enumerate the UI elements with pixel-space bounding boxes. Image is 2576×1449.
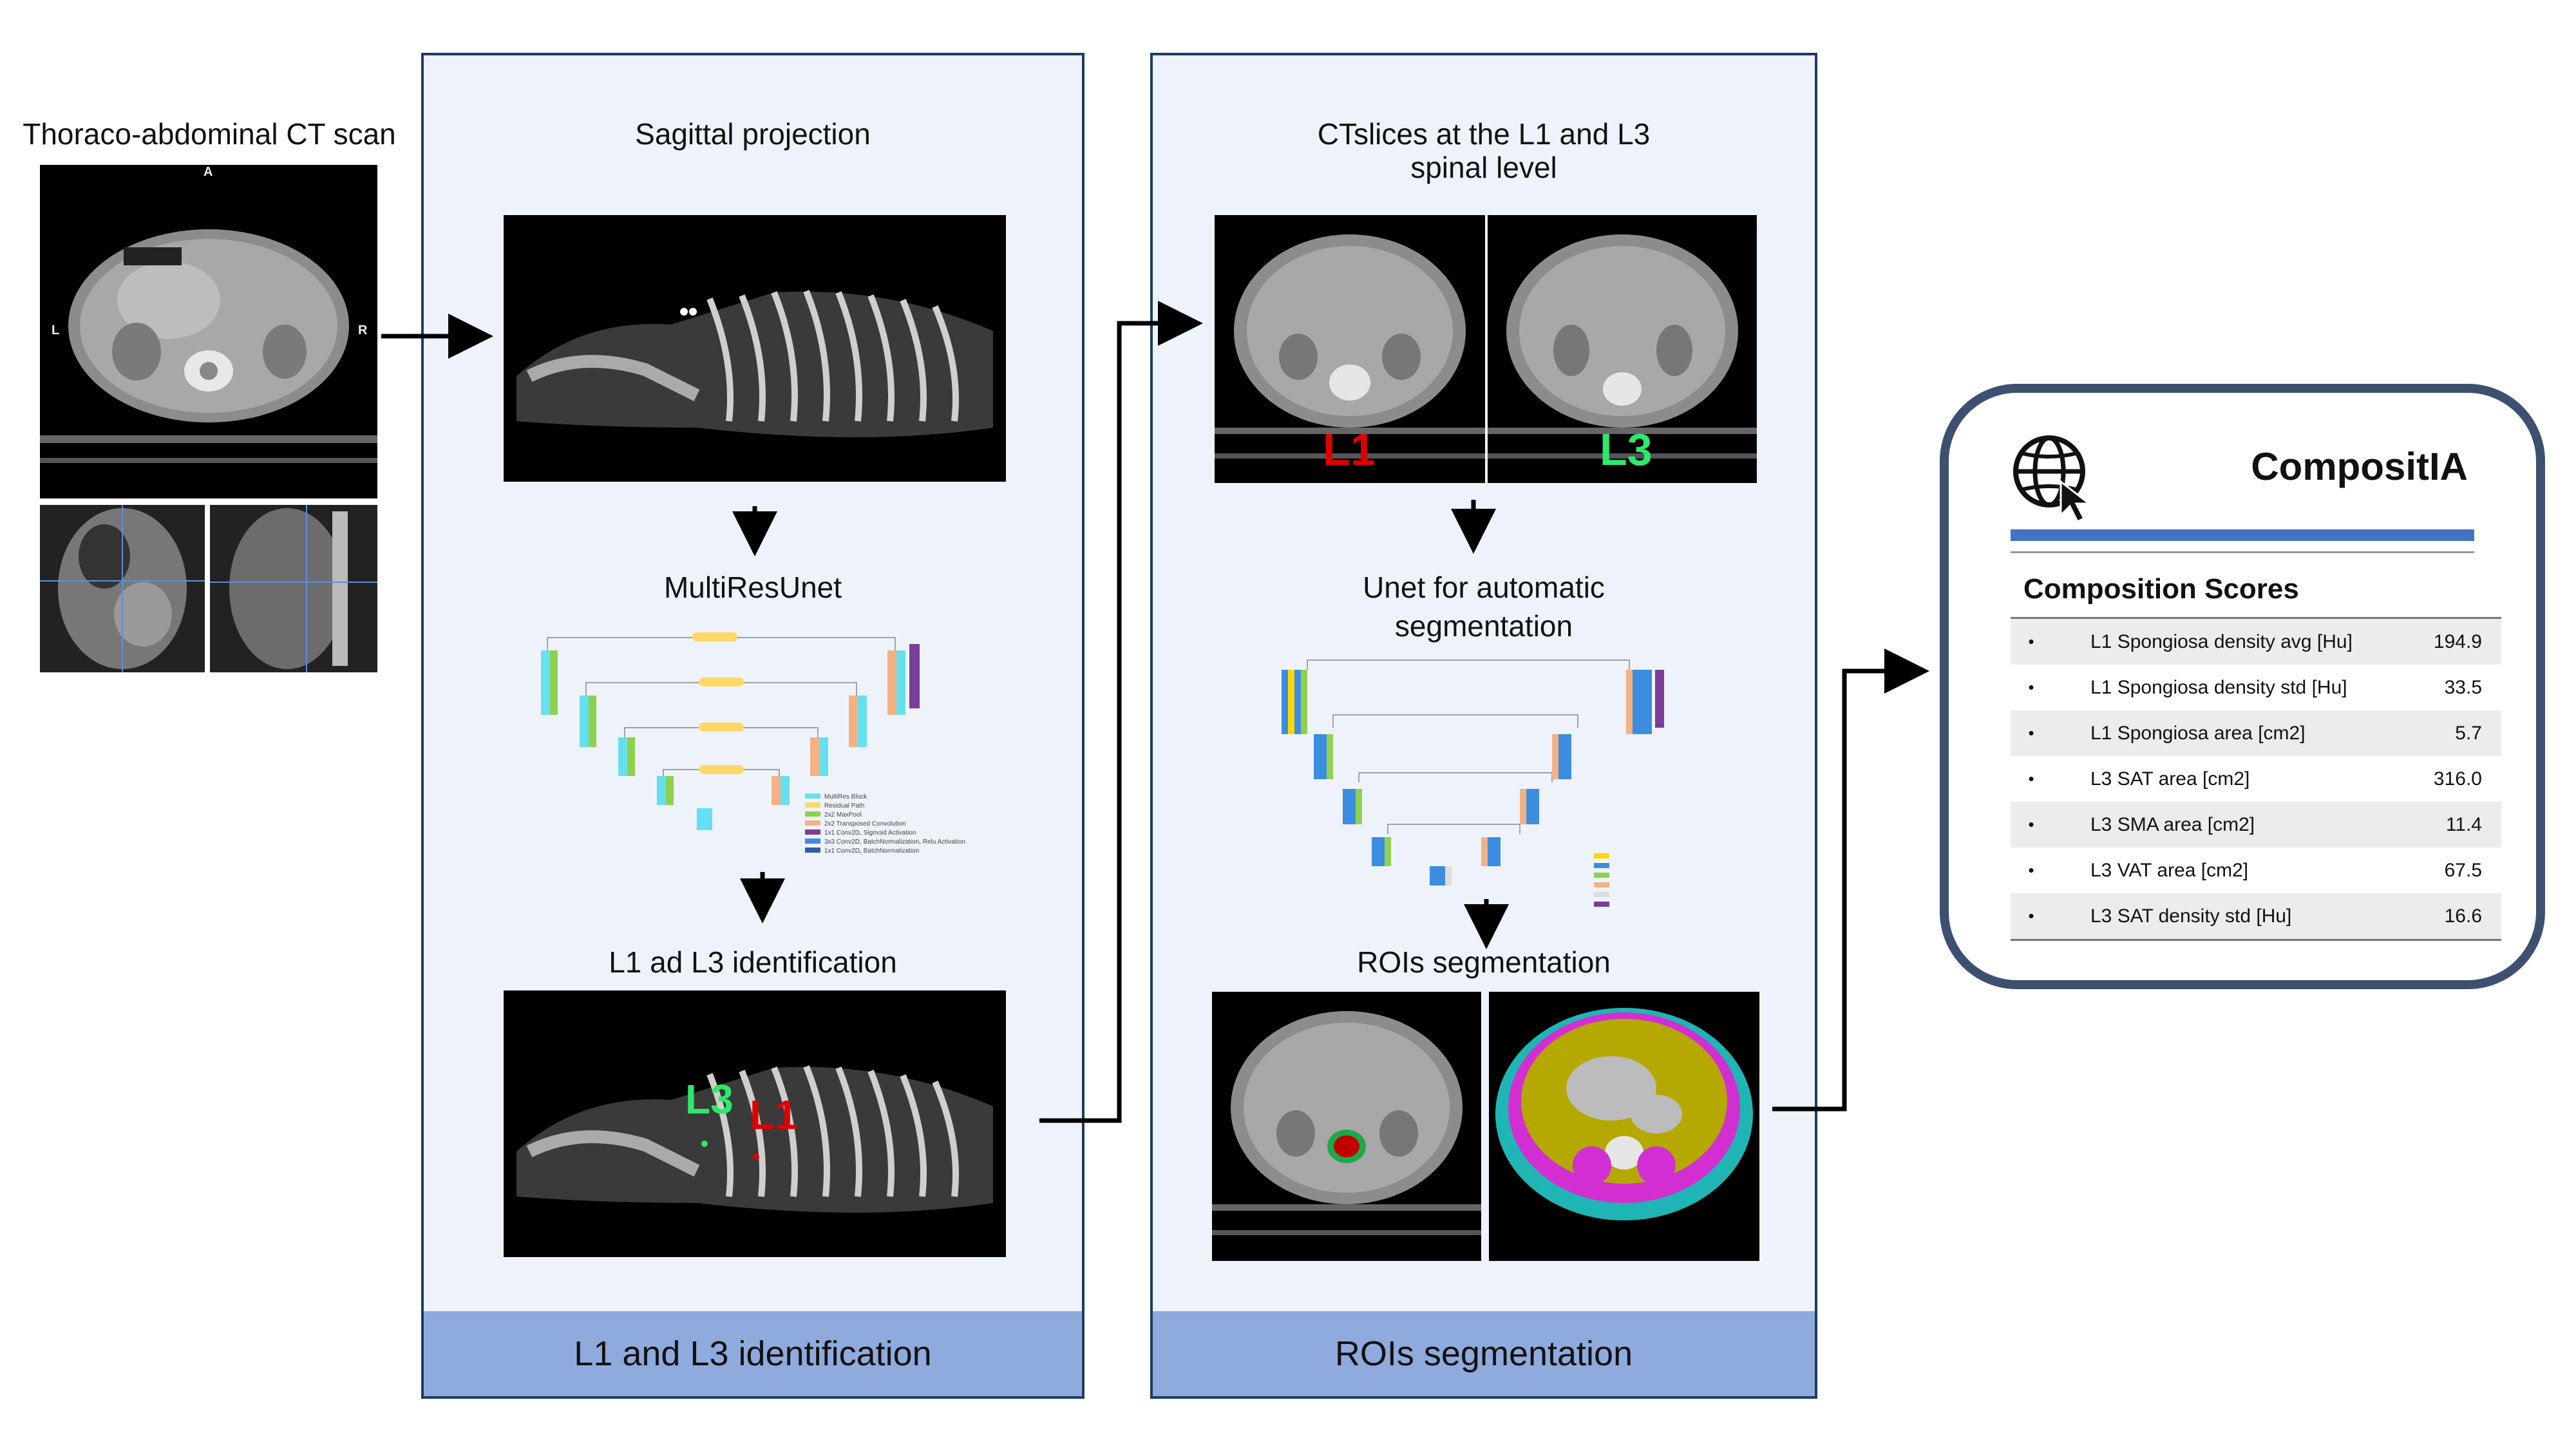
table-row: • L3 VAT area [cm2] 67.5 <box>2011 848 2501 893</box>
sagittal-ct-thumbnail <box>210 505 377 672</box>
l3-axial-slice <box>1488 215 1757 483</box>
ct-slices-title-line1: CTslices at the L1 and L3 <box>1317 117 1651 151</box>
l1-marker-label: L1 <box>750 1092 798 1138</box>
score-value: 5.7 <box>2455 722 2482 744</box>
score-label: L1 Spongiosa density avg [Hu] <box>2090 630 2353 652</box>
globe-cursor-icon <box>2011 433 2101 524</box>
score-value: 316.0 <box>2433 768 2482 790</box>
table-row: • L1 Spongiosa density std [Hu] 33.5 <box>2011 665 2501 710</box>
identification-footer: L1 and L3 identification <box>424 1311 1082 1396</box>
unet-architecture-diagram <box>1269 650 1707 908</box>
score-value: 33.5 <box>2444 676 2482 698</box>
ct-scan-title: Thoraco-abdominal CT scan <box>23 117 396 151</box>
svg-text:1x1 Conv2D, Sigmoid Activation: 1x1 Conv2D, Sigmoid Activation <box>824 829 916 837</box>
score-label: L3 SAT area [cm2] <box>2090 768 2250 790</box>
l3-marker-label: L3 <box>685 1076 734 1122</box>
ct-slices-title-line2: spinal level <box>1410 151 1557 184</box>
sagittal-projection-title: Sagittal projection <box>635 117 871 151</box>
table-row: • L3 SAT density std [Hu] 16.6 <box>2011 893 2501 939</box>
l3-roi-segmentation-image <box>1489 992 1759 1261</box>
svg-text:3x3 Conv2D, BatchNormalization: 3x3 Conv2D, BatchNormalization, Relu Act… <box>824 838 965 846</box>
l3-slice-label: L3 <box>1600 424 1653 475</box>
compositia-card: CompositIA Composition Scores • L1 Spongi… <box>1940 384 2545 989</box>
score-label: L3 VAT area [cm2] <box>2090 859 2249 881</box>
svg-text:MultiRes Block: MultiRes Block <box>824 793 867 800</box>
divider <box>2011 551 2474 553</box>
svg-text:2x2 MaxPool: 2x2 MaxPool <box>824 811 862 819</box>
score-value: 11.4 <box>2445 813 2482 835</box>
identification-title: L1 ad L3 identification <box>609 945 897 979</box>
scores-title: Composition Scores <box>2023 573 2299 605</box>
score-label: L1 Spongiosa density std [Hu] <box>2090 676 2347 698</box>
score-label: L3 SAT density std [Hu] <box>2090 905 2292 927</box>
multiresunet-architecture-diagram: MultiRes Block Residual Path 2x2 MaxPool… <box>528 625 979 882</box>
svg-text:Residual Path: Residual Path <box>824 802 864 810</box>
orientation-right: R <box>358 323 368 337</box>
coronal-ct-thumbnail <box>40 505 205 672</box>
bullet-icon: • <box>2028 632 2034 651</box>
orientation-anterior: A <box>204 165 213 179</box>
multiresunet-title: MultiResUnet <box>663 571 842 604</box>
score-label: L3 SMA area [cm2] <box>2090 813 2255 835</box>
orientation-left: L <box>52 323 60 337</box>
axial-ct-image <box>40 165 377 498</box>
table-row: • L1 Spongiosa density avg [Hu] 194.9 <box>2011 619 2501 665</box>
accent-bar <box>2011 529 2474 541</box>
bullet-icon: • <box>2028 677 2034 697</box>
l1-roi-segmentation-image <box>1212 992 1481 1261</box>
scores-table: • L1 Spongiosa density avg [Hu] 194.9 • L1 … <box>2011 617 2501 941</box>
score-value: 194.9 <box>2433 630 2482 652</box>
sagittal-projection-image <box>504 215 1006 482</box>
rois-segmentation-title: ROIs segmentation <box>1357 945 1611 979</box>
unet-title-line1: Unet for automatic <box>1363 571 1605 604</box>
bullet-icon: • <box>2028 906 2034 925</box>
l1-slice-label: L1 <box>1323 424 1376 475</box>
score-value: 67.5 <box>2444 859 2482 881</box>
segmentation-footer: ROIs segmentation <box>1153 1311 1815 1396</box>
svg-text:2x2 Transposed Convolution: 2x2 Transposed Convolution <box>824 820 906 828</box>
bullet-icon: • <box>2028 815 2034 834</box>
bullet-icon: • <box>2028 860 2034 880</box>
l1-axial-slice <box>1215 215 1485 483</box>
bullet-icon: • <box>2028 769 2034 788</box>
table-row: • L1 Spongiosa area [cm2] 5.7 <box>2011 710 2501 756</box>
score-value: 16.6 <box>2444 905 2482 927</box>
unet-title-line2: segmentation <box>1394 609 1573 643</box>
score-label: L1 Spongiosa area [cm2] <box>2090 722 2306 744</box>
identified-vertebrae-image <box>504 990 1006 1257</box>
table-row: • L3 SAT area [cm2] 316.0 <box>2011 756 2501 802</box>
app-name: CompositIA <box>2251 445 2468 488</box>
bullet-icon: • <box>2028 723 2034 743</box>
table-row: • L3 SMA area [cm2] 11.4 <box>2011 802 2501 848</box>
svg-text:1x1 Conv2D, BatchNormalization: 1x1 Conv2D, BatchNormalization <box>824 848 919 855</box>
